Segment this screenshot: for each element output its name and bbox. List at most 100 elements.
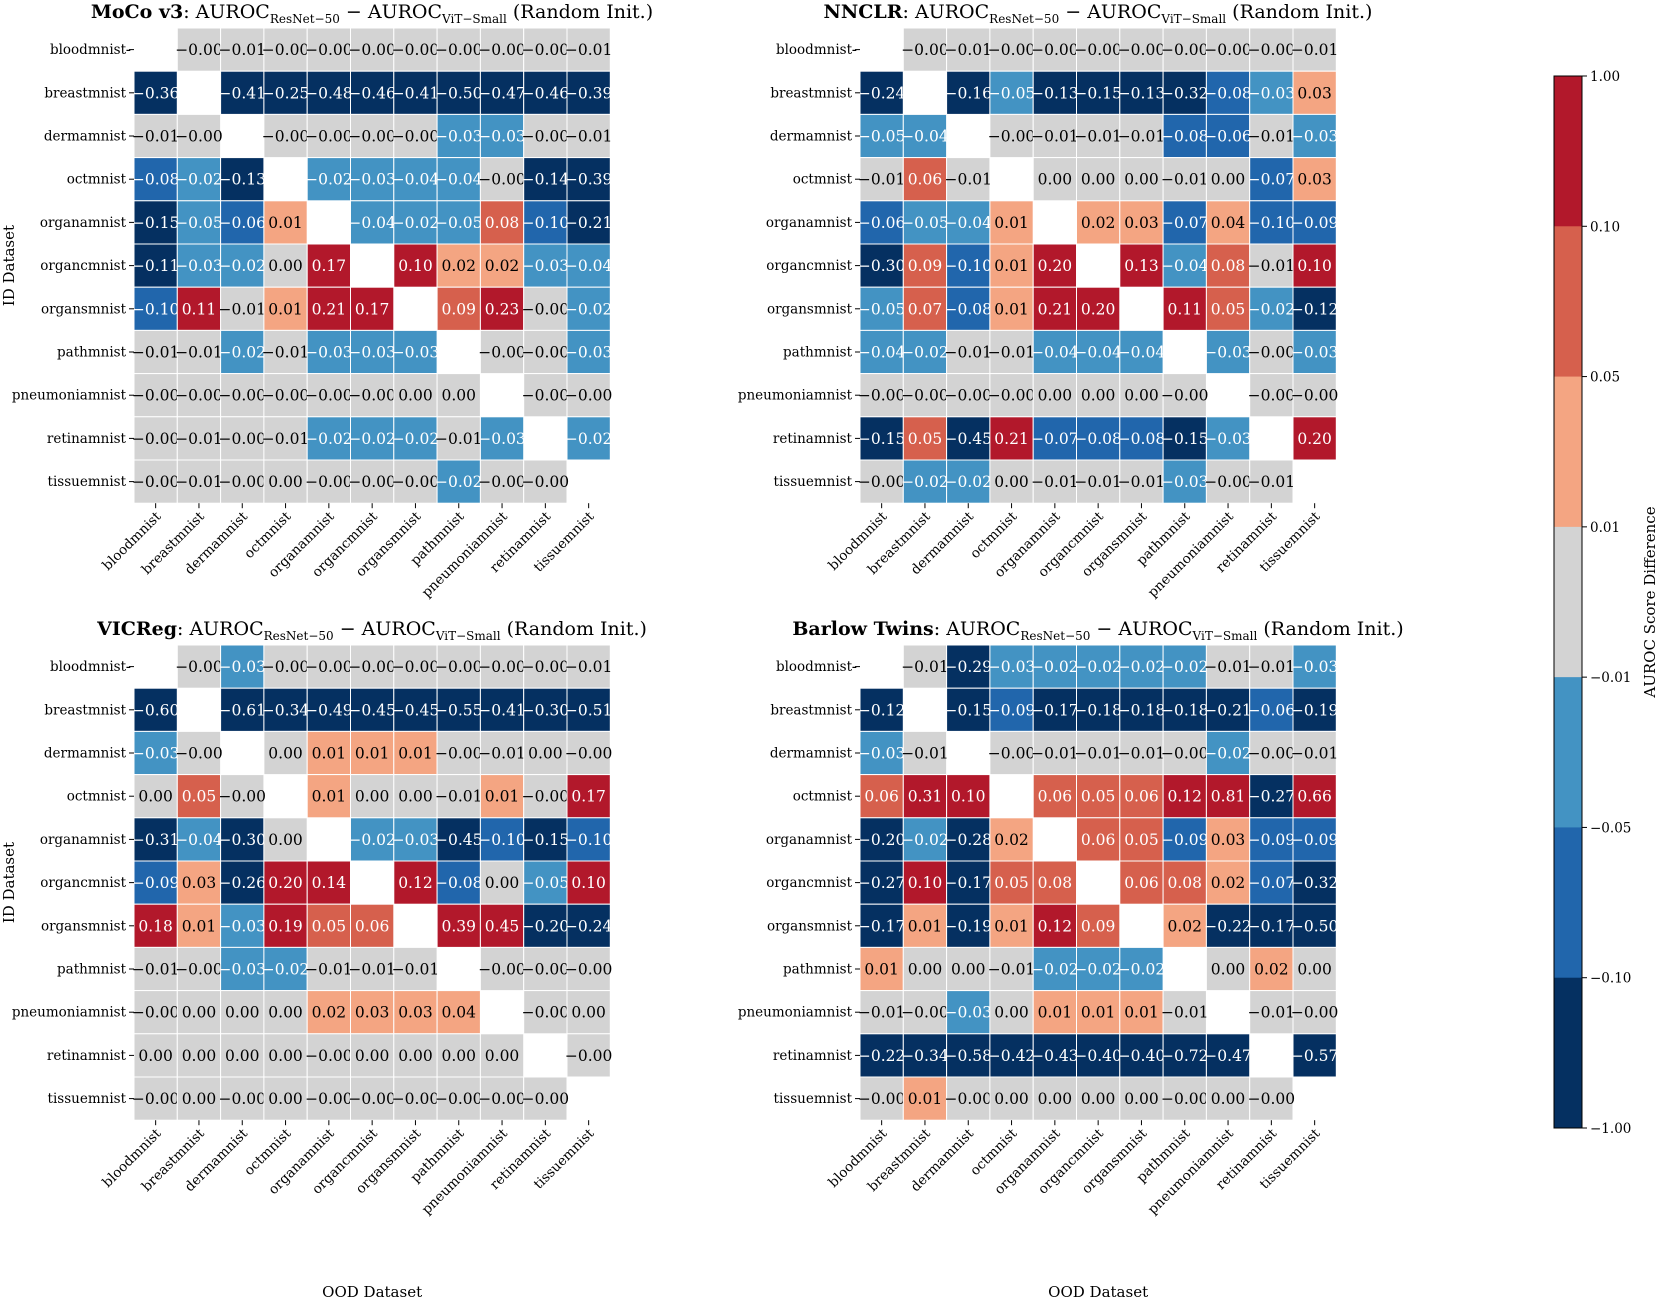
cell-value: −0.01	[1248, 473, 1296, 491]
heatmap-cell	[436, 1033, 481, 1078]
heatmap-cell	[566, 329, 611, 375]
colorbar-segment	[1554, 977, 1582, 1129]
heatmap-cell	[220, 946, 265, 992]
cell-value: −0.00	[392, 1090, 440, 1108]
colorbar-segment	[1554, 226, 1582, 378]
heatmap-cell	[1292, 687, 1337, 732]
cell-value: −0.30	[522, 701, 570, 719]
cell-value: −0.00	[522, 1090, 570, 1108]
cell-value: −0.05	[988, 84, 1036, 102]
cell-value: 0.00	[268, 257, 303, 275]
cell-value: 0.08	[485, 214, 520, 232]
heatmap-cell	[306, 730, 352, 776]
cell-value: −0.00	[565, 1047, 613, 1065]
heatmap-cell	[393, 946, 438, 992]
heatmap-cell	[350, 416, 395, 461]
heatmap-cell	[946, 774, 991, 819]
heatmap-cell	[436, 730, 481, 776]
heatmap-cell	[1292, 1033, 1337, 1078]
cell-value: −0.00	[988, 387, 1036, 405]
cell-value: −0.01	[565, 128, 613, 146]
panel-title-sep: :	[903, 1, 915, 23]
heatmap-cell	[1076, 459, 1121, 504]
y-tick-label: pathmnist	[783, 962, 853, 978]
cell-value: −0.00	[901, 387, 949, 405]
cell-value: −0.01	[988, 961, 1036, 979]
heatmap-cell	[1249, 70, 1294, 115]
cell-value: −0.00	[305, 128, 353, 146]
cell-value: −0.04	[901, 128, 949, 146]
cell-value: 0.17	[571, 788, 606, 806]
cell-value: −0.00	[565, 745, 613, 763]
panel-title: VICReg: AUROCResNet−50 − AUROCViT−Small …	[96, 618, 647, 643]
cell-value: −0.00	[262, 128, 310, 146]
y-tick-label: organamnist	[766, 215, 853, 231]
cell-value: −0.03	[858, 745, 906, 763]
heatmap-cell	[1292, 644, 1337, 689]
cell-value: −0.00	[478, 658, 526, 676]
cell-value: 0.07	[908, 300, 943, 318]
y-tick-label: organcmnist	[766, 875, 852, 891]
heatmap-cell	[902, 903, 948, 948]
cell-value: −0.01	[565, 41, 613, 59]
heatmap-cell	[436, 243, 481, 288]
panel-title-sub1: ResNet−50	[264, 629, 334, 643]
heatmap-cell	[436, 459, 481, 504]
heatmap-cell	[1119, 990, 1164, 1035]
heatmap-cell	[566, 1033, 611, 1078]
heatmap-cell	[1076, 416, 1121, 461]
heatmap-cell	[306, 329, 352, 375]
cell-value: 0.01	[908, 917, 943, 935]
cell-value: −0.31	[132, 831, 180, 849]
cell-value: −0.01	[901, 745, 949, 763]
panel-title-suffix: (Random Init.)	[507, 1, 653, 23]
cell-value: −0.03	[478, 430, 526, 448]
cell-value: −0.01	[1118, 745, 1166, 763]
cell-value: 0.01	[312, 788, 347, 806]
cell-value: −0.15	[858, 430, 906, 448]
cell-value: −0.01	[945, 41, 993, 59]
cell-value: −0.00	[262, 658, 310, 676]
cell-value: 0.01	[268, 300, 303, 318]
cell-value: −0.01	[1291, 745, 1339, 763]
cell-value: −0.05	[175, 214, 223, 232]
cell-value: 0.00	[138, 788, 173, 806]
cell-value: −0.02	[305, 430, 353, 448]
heatmap-cell	[1032, 70, 1077, 115]
heatmap-cell	[1205, 1033, 1251, 1078]
heatmap-cell	[263, 70, 308, 115]
cell-value: 0.20	[1081, 300, 1116, 318]
cell-value: −0.46	[348, 84, 396, 102]
panel-title-minus: −	[1090, 618, 1118, 640]
cell-value: −0.00	[1161, 387, 1209, 405]
cell-value: −0.41	[219, 84, 267, 102]
cell-value: 0.02	[994, 831, 1029, 849]
cell-value: 0.00	[268, 1047, 303, 1065]
heatmap-cell	[523, 70, 568, 115]
cell-value: −0.00	[945, 387, 993, 405]
heatmap-cell	[220, 990, 265, 1035]
y-tick-label: organcmnist	[766, 258, 852, 274]
y-axis-label: ID Dataset	[0, 225, 18, 306]
cell-value: 0.66	[1297, 788, 1332, 806]
cell-value: −0.30	[219, 831, 267, 849]
y-tick-label: retinamnist	[773, 1048, 853, 1064]
y-tick-label: organsmnist	[41, 918, 127, 934]
cell-value: −0.01	[1118, 473, 1166, 491]
heatmap-cell	[946, 903, 991, 948]
y-tick-label: breastmnist	[44, 702, 126, 718]
panel-title-auroc2: AUROC	[1086, 1, 1161, 23]
cell-value: −0.15	[132, 214, 180, 232]
cell-value: −0.24	[565, 917, 613, 935]
cell-value: −0.28	[945, 831, 993, 849]
heatmap-cell	[1249, 903, 1294, 948]
panel-title-auroc: AUROC	[945, 618, 1020, 640]
heatmap-cell	[989, 817, 1034, 862]
cell-value: 0.10	[398, 257, 433, 275]
heatmap-cell	[133, 1076, 178, 1121]
diagonal-marker: -	[852, 41, 857, 59]
heatmap-cell	[393, 113, 438, 159]
heatmap-cell	[1292, 157, 1337, 202]
cell-value: −0.00	[522, 473, 570, 491]
cell-value: −0.01	[988, 344, 1036, 362]
